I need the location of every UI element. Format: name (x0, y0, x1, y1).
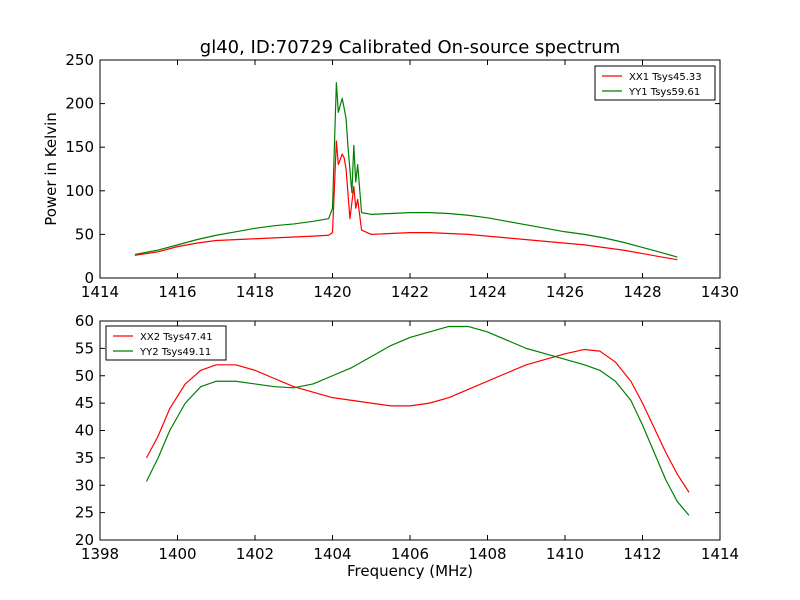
y-tick-label: 250 (65, 51, 94, 69)
y-axis-label: Power in Kelvin (42, 112, 60, 226)
x-tick-label: 1424 (468, 283, 506, 301)
x-tick-label: 1430 (701, 283, 739, 301)
x-tick-label: 1414 (701, 545, 739, 563)
x-tick-label: 1410 (546, 545, 584, 563)
y-tick-label: 50 (75, 225, 94, 243)
y-tick-label: 20 (75, 531, 94, 549)
y-tick-label: 40 (75, 422, 94, 440)
series-line-1-1 (134, 140, 678, 261)
legend-label: YY2 Tsys49.11 (139, 347, 211, 358)
y-tick-label: 35 (75, 449, 94, 467)
y-tick-label: 30 (75, 476, 94, 494)
x-tick-label: 1428 (623, 283, 661, 301)
x-tick-label: 1422 (391, 283, 429, 301)
x-tick-label: 1412 (623, 545, 661, 563)
series-line-1-2 (134, 82, 678, 258)
legend: XX1 Tsys45.33 YY1 Tsys59.61 (594, 65, 716, 101)
y-tick-label: 25 (75, 504, 94, 522)
x-tick-label: 1406 (391, 545, 429, 563)
y-tick-label: 50 (75, 367, 94, 385)
legend-label: YY1 Tsys59.61 (628, 87, 700, 98)
y-tick-label: 150 (65, 138, 94, 156)
y-tick-label: 60 (75, 312, 94, 330)
x-tick-label: 1426 (546, 283, 584, 301)
legend-label: XX1 Tsys45.33 (629, 72, 702, 83)
x-tick-label: 1404 (313, 545, 351, 563)
x-tick-label: 1416 (158, 283, 196, 301)
legend-label: XX2 Tsys47.41 (140, 332, 213, 343)
series-line-2-2 (145, 325, 690, 516)
series-line-2-1 (145, 348, 690, 493)
x-tick-label: 1420 (313, 283, 351, 301)
legend-box (594, 65, 716, 101)
y-tick-label: 200 (65, 95, 94, 113)
x-tick-label: 1408 (468, 545, 506, 563)
legend-box (105, 325, 227, 361)
y-tick-label: 45 (75, 394, 94, 412)
y-tick-label: 100 (65, 182, 94, 200)
top-spectrum-plot: 1414 1416 1418 1420 1422 1424 1426 1428 1430 0 50 1… (42, 51, 739, 301)
bottom-spectrum-plot: 1398 1400 1402 1404 1406 1408 1410 1412 1414 20 25… (75, 312, 739, 580)
x-tick-label: 1418 (236, 283, 274, 301)
x-tick-label: 1398 (81, 545, 119, 563)
chart-title: gl40, ID:70729 Calibrated On-source spec… (200, 37, 620, 58)
x-tick-label: 1400 (158, 545, 196, 563)
x-tick-label: 1414 (81, 283, 119, 301)
y-tick-label: 0 (84, 269, 94, 287)
legend: XX2 Tsys47.41 YY2 Tsys49.11 (105, 325, 227, 361)
x-axis-label: Frequency (MHz) (347, 562, 473, 580)
x-tick-label: 1402 (236, 545, 274, 563)
y-tick-label: 55 (75, 339, 94, 357)
